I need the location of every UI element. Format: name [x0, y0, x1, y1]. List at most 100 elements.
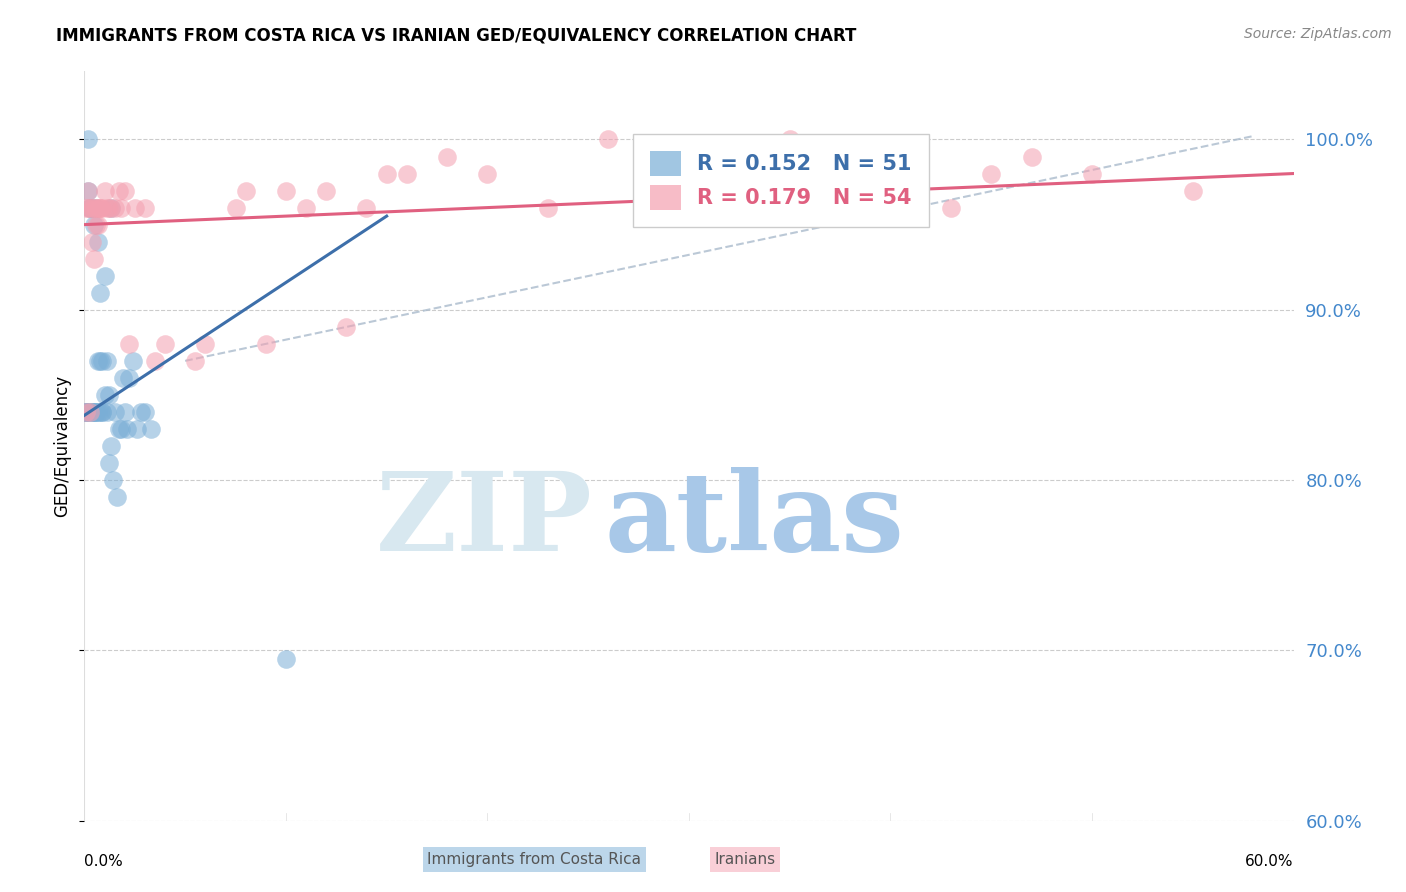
Point [91, 354, 114, 368]
Point [77, 132, 100, 146]
Point [75, 405, 97, 419]
Point [295, 201, 318, 215]
Point [97, 201, 120, 215]
Point [129, 405, 152, 419]
Point [87, 405, 110, 419]
Point [93, 184, 115, 198]
Point [86, 405, 108, 419]
Point [83, 405, 105, 419]
Point [184, 354, 207, 368]
Point [86, 201, 108, 215]
Point [91, 201, 114, 215]
Point [89, 201, 111, 215]
Point [134, 405, 156, 419]
Point [77, 184, 100, 198]
Point [118, 371, 141, 385]
Point [225, 201, 247, 215]
Point [1181, 184, 1204, 198]
Point [100, 439, 122, 453]
Point [91, 405, 114, 419]
Point [77, 405, 100, 419]
Point [1081, 167, 1104, 181]
Point [110, 201, 132, 215]
Point [79, 201, 101, 215]
Point [104, 405, 127, 419]
Point [91, 405, 114, 419]
Point [537, 201, 560, 215]
Point [82, 405, 104, 419]
Point [101, 473, 124, 487]
Point [79, 201, 101, 215]
Point [87, 235, 110, 249]
Point [100, 201, 122, 215]
Text: Source: ZipAtlas.com: Source: ZipAtlas.com [1244, 27, 1392, 41]
Point [436, 149, 458, 163]
Point [75, 405, 97, 419]
Point [87, 354, 110, 368]
Point [89, 285, 111, 300]
Point [87, 218, 110, 232]
Point [79, 405, 101, 419]
Point [96, 405, 118, 419]
Point [83, 218, 105, 232]
Point [115, 422, 138, 436]
Point [139, 422, 162, 436]
Point [75, 405, 97, 419]
Text: ZIP: ZIP [375, 467, 592, 574]
Point [194, 336, 217, 351]
Point [124, 201, 146, 215]
Y-axis label: GED/Equivalency: GED/Equivalency [53, 375, 72, 517]
Point [75, 405, 97, 419]
Point [125, 422, 148, 436]
Point [143, 354, 166, 368]
Point [235, 184, 257, 198]
Point [980, 167, 1002, 181]
Point [335, 319, 357, 334]
Point [79, 201, 101, 215]
Point [77, 201, 100, 215]
Point [598, 132, 620, 146]
Text: Immigrants from Costa Rica: Immigrants from Costa Rica [427, 852, 641, 867]
Point [83, 405, 105, 419]
Point [375, 167, 398, 181]
Point [477, 167, 499, 181]
Point [1021, 149, 1043, 163]
Text: Iranians: Iranians [714, 852, 776, 867]
Point [107, 184, 129, 198]
Point [395, 167, 418, 181]
Point [114, 405, 136, 419]
Point [83, 252, 105, 266]
Point [97, 456, 120, 470]
Point [86, 405, 108, 419]
Point [75, 405, 97, 419]
Point [87, 201, 110, 215]
Point [82, 201, 104, 215]
Point [100, 201, 122, 215]
Point [134, 201, 156, 215]
Point [97, 388, 120, 402]
Point [153, 336, 176, 351]
Point [104, 201, 127, 215]
Point [658, 167, 681, 181]
Point [83, 201, 105, 215]
Point [75, 201, 97, 215]
Point [356, 201, 378, 215]
Point [111, 371, 134, 385]
Point [315, 184, 337, 198]
Point [114, 184, 136, 198]
Point [939, 201, 962, 215]
Point [89, 405, 111, 419]
Point [93, 388, 115, 402]
Point [110, 422, 132, 436]
Point [82, 201, 104, 215]
Point [82, 235, 104, 249]
Legend: R = 0.152   N = 51, R = 0.179   N = 54: R = 0.152 N = 51, R = 0.179 N = 54 [633, 134, 928, 227]
Point [86, 218, 108, 232]
Point [879, 149, 901, 163]
Point [254, 336, 277, 351]
Point [118, 336, 141, 351]
Point [89, 201, 111, 215]
Point [274, 652, 297, 666]
Point [121, 354, 143, 368]
Point [93, 268, 115, 283]
